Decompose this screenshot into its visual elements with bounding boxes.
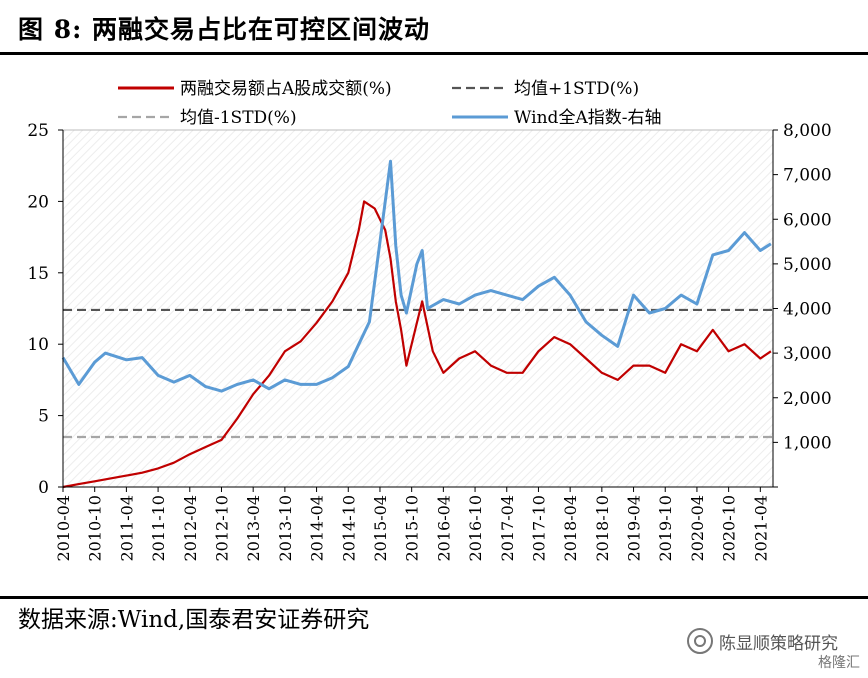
x-tick-label: 2010-10 bbox=[86, 495, 105, 561]
y-right-tick-label: 5,000 bbox=[783, 255, 832, 275]
x-tick-label: 2014-04 bbox=[308, 495, 327, 561]
wechat-icon bbox=[687, 628, 713, 654]
watermark-logo: 格隆汇 bbox=[818, 655, 860, 671]
plot-area bbox=[62, 129, 774, 488]
x-tick-label: 2018-04 bbox=[561, 495, 580, 561]
y-right-tick-label: 3,000 bbox=[783, 344, 832, 364]
x-tick-label: 2020-04 bbox=[688, 495, 707, 561]
x-tick-label: 2018-10 bbox=[593, 495, 612, 561]
source-note: 数据来源:Wind,国泰君安证券研究 bbox=[18, 607, 370, 633]
y-left-tick-label: 10 bbox=[27, 335, 49, 355]
x-tick-label: 2011-04 bbox=[117, 495, 136, 561]
y-left-tick-label: 20 bbox=[27, 192, 49, 212]
y-right-tick-label: 7,000 bbox=[783, 166, 832, 186]
margin-share-line bbox=[62, 200, 772, 489]
y-right-tick-label: 8,000 bbox=[783, 121, 832, 141]
x-tick-label: 2013-10 bbox=[276, 495, 295, 561]
x-tick-label: 2015-04 bbox=[371, 495, 390, 561]
top-rule bbox=[0, 52, 868, 55]
bottom-rule bbox=[0, 596, 868, 599]
legend-label: 均值-1STD(%) bbox=[180, 108, 297, 128]
x-tick-label: 2015-10 bbox=[403, 495, 422, 561]
x-tick-label: 2013-04 bbox=[244, 495, 263, 561]
chart-title: 图 8: 两融交易占比在可控区间波动 bbox=[18, 15, 431, 44]
y-right-tick-label: 6,000 bbox=[783, 210, 832, 230]
x-tick-label: 2017-10 bbox=[529, 495, 548, 561]
chart-svg: 0 5 10 15 20 25 1,000 2,000 3,000 4,000 5,000 6,000… bbox=[27, 79, 831, 561]
y-left-tick-label: 25 bbox=[27, 121, 49, 141]
x-tick-label: 2019-04 bbox=[625, 495, 644, 561]
y-left-tick-label: 15 bbox=[27, 264, 49, 284]
x-tick-label: 2016-04 bbox=[434, 495, 453, 561]
x-tick-label: 2021-04 bbox=[751, 495, 770, 561]
x-tick-label: 2014-10 bbox=[339, 495, 358, 561]
x-tick-label: 2011-10 bbox=[149, 495, 168, 561]
x-tick-label: 2012-04 bbox=[181, 495, 200, 561]
legend-label: 两融交易额占A股成交额(%) bbox=[180, 79, 392, 99]
x-tick-label: 2012-10 bbox=[212, 495, 231, 561]
series-lines bbox=[61, 159, 772, 489]
y-left-tick-label: 0 bbox=[38, 478, 49, 498]
y-right-tick-label: 1,000 bbox=[783, 433, 832, 453]
legend-label: 均值+1STD(%) bbox=[514, 79, 639, 99]
x-tick-label: 2020-10 bbox=[720, 495, 739, 561]
x-tick-label: 2017-04 bbox=[498, 495, 517, 561]
x-tick-label: 2010-04 bbox=[54, 495, 73, 561]
legend: 两融交易额占A股成交额(%) 均值+1STD(%) 均值-1STD(%) Wind全A… bbox=[118, 79, 661, 128]
legend-label: Wind全A指数-右轴 bbox=[514, 108, 661, 128]
y-right-tick-label: 2,000 bbox=[783, 389, 832, 409]
wind-a-index-line bbox=[61, 159, 772, 393]
axes: 0 5 10 15 20 25 1,000 2,000 3,000 4,000 5,000 6,000… bbox=[27, 121, 831, 561]
watermark-label: 陈显顺策略研究 bbox=[719, 633, 838, 654]
y-left-tick-label: 5 bbox=[38, 407, 49, 427]
watermark: 陈显顺策略研究 bbox=[687, 628, 838, 654]
y-right-tick-label: 4,000 bbox=[783, 300, 832, 320]
reference-lines bbox=[63, 308, 773, 439]
x-tick-label: 2019-10 bbox=[656, 495, 675, 561]
x-tick-label: 2016-10 bbox=[466, 495, 485, 561]
